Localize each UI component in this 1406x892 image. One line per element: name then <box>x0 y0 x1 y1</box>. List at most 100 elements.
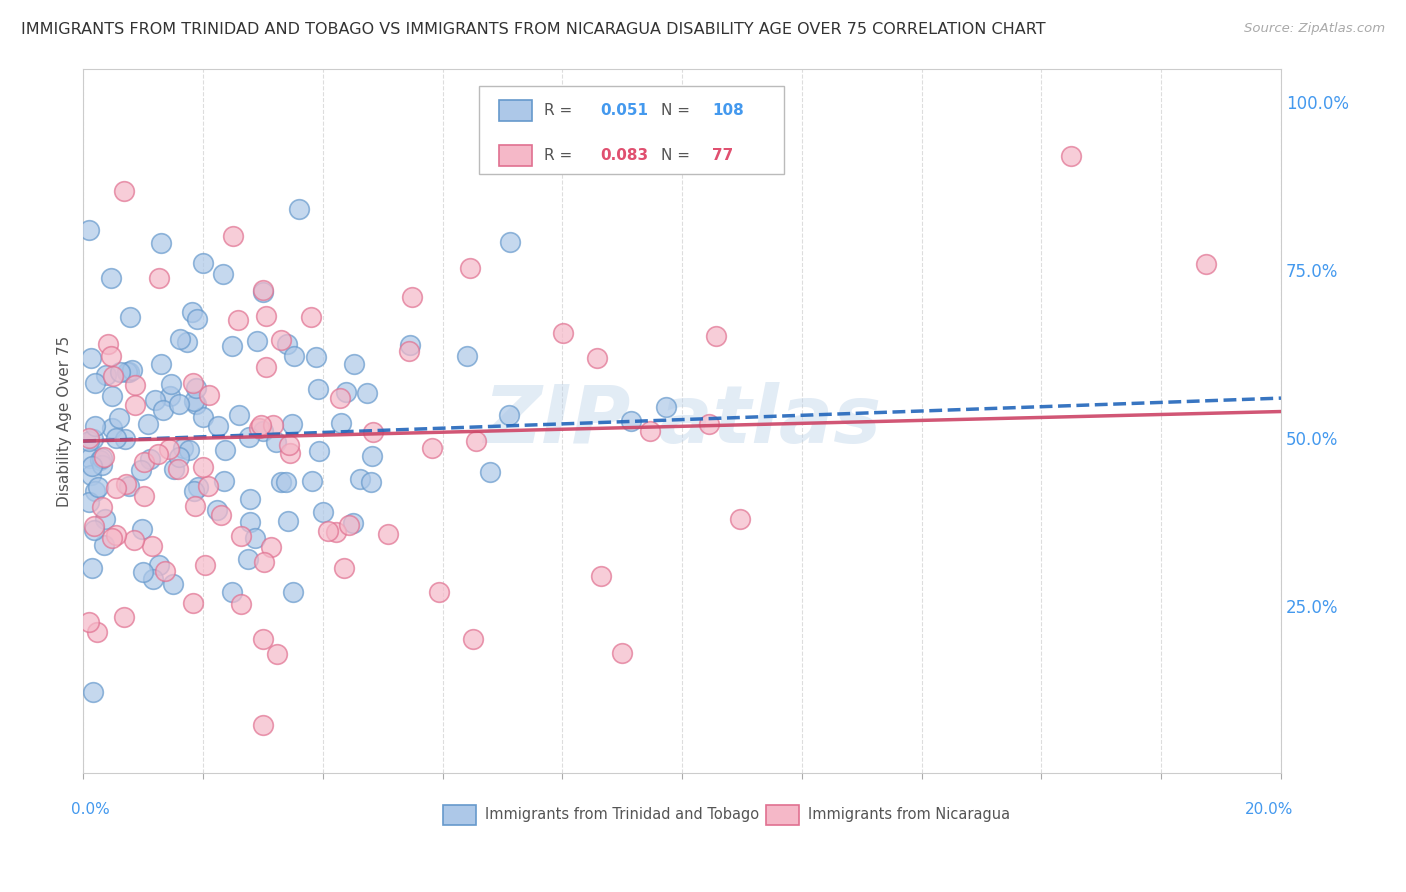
Point <box>114 476 136 491</box>
Point <box>253 555 276 569</box>
Point <box>586 351 609 366</box>
Point <box>112 185 135 199</box>
Text: Immigrants from Trinidad and Tobago: Immigrants from Trinidad and Tobago <box>485 807 759 822</box>
Point <box>181 376 204 391</box>
Point <box>103 369 125 384</box>
Text: N =: N = <box>661 148 695 163</box>
Point <box>157 442 180 456</box>
Point <box>318 524 340 538</box>
Point <box>638 424 661 438</box>
Point <box>89 453 111 467</box>
Point <box>252 424 274 438</box>
Point <box>211 267 233 281</box>
Point <box>222 229 245 244</box>
Point <box>252 632 274 646</box>
Point <box>105 481 128 495</box>
Point <box>254 359 277 374</box>
Point <box>197 479 219 493</box>
Point <box>1060 149 1083 163</box>
Point <box>205 502 228 516</box>
Point <box>655 400 678 414</box>
Point <box>141 539 163 553</box>
Point <box>110 365 132 379</box>
Point <box>343 357 366 371</box>
Point <box>252 283 274 297</box>
Point <box>308 444 330 458</box>
Point <box>458 260 481 275</box>
Point <box>131 522 153 536</box>
Point <box>221 338 243 352</box>
Point <box>239 491 262 506</box>
Point <box>229 597 252 611</box>
Point <box>325 524 347 539</box>
Point <box>160 376 183 391</box>
Point <box>239 516 262 530</box>
Bar <box>766 805 800 825</box>
Point <box>118 479 141 493</box>
Point <box>80 351 103 366</box>
Point <box>132 455 155 469</box>
Point <box>153 564 176 578</box>
Point <box>247 421 270 435</box>
Point <box>254 309 277 323</box>
Point <box>280 446 302 460</box>
Point <box>124 378 146 392</box>
Point <box>704 328 727 343</box>
Point <box>207 418 229 433</box>
Point <box>101 421 124 435</box>
Point <box>87 480 110 494</box>
Point <box>82 685 104 699</box>
Point <box>108 411 131 425</box>
Point <box>97 337 120 351</box>
Point <box>281 585 304 599</box>
Point <box>456 349 478 363</box>
Point <box>697 417 720 431</box>
Y-axis label: Disability Age Over 75: Disability Age Over 75 <box>58 335 72 507</box>
Point <box>184 499 207 513</box>
Point <box>83 418 105 433</box>
Point <box>94 368 117 382</box>
Point <box>183 484 205 499</box>
Point <box>177 442 200 457</box>
Point <box>360 475 382 490</box>
Bar <box>499 100 533 121</box>
Point <box>191 256 214 270</box>
Point <box>270 475 292 489</box>
FancyBboxPatch shape <box>478 87 785 174</box>
Point <box>149 357 172 371</box>
Point <box>209 508 232 523</box>
Bar <box>499 145 533 167</box>
Point <box>274 475 297 489</box>
Point <box>118 365 141 379</box>
Point <box>420 441 443 455</box>
Point <box>167 397 190 411</box>
Point <box>337 517 360 532</box>
Point <box>553 326 575 341</box>
Point <box>329 416 352 430</box>
Point <box>305 350 328 364</box>
Point <box>77 223 100 237</box>
Point <box>77 495 100 509</box>
Point <box>83 376 105 390</box>
Point <box>83 523 105 537</box>
Point <box>191 460 214 475</box>
Point <box>277 514 299 528</box>
Point <box>349 472 371 486</box>
Point <box>105 431 128 445</box>
Point <box>83 518 105 533</box>
Point <box>612 646 634 660</box>
Point <box>82 561 104 575</box>
Point <box>172 441 194 455</box>
Point <box>90 500 112 514</box>
Point <box>77 434 100 449</box>
Point <box>143 393 166 408</box>
Point <box>93 450 115 464</box>
Point <box>194 558 217 572</box>
Point <box>132 489 155 503</box>
Point <box>118 310 141 325</box>
Point <box>212 474 235 488</box>
Point <box>159 389 181 403</box>
Point <box>124 399 146 413</box>
Point <box>186 312 208 326</box>
Point <box>332 561 354 575</box>
